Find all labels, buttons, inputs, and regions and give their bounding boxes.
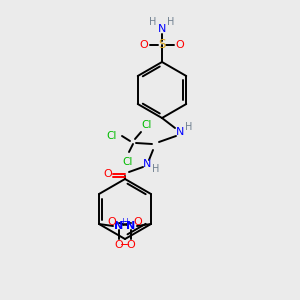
Text: N: N bbox=[158, 24, 166, 34]
Text: −: − bbox=[122, 240, 130, 250]
Text: O: O bbox=[176, 40, 184, 50]
Text: O: O bbox=[127, 240, 135, 250]
Text: O: O bbox=[134, 217, 142, 227]
Text: Cl: Cl bbox=[123, 157, 133, 167]
Text: O: O bbox=[108, 217, 116, 227]
Text: H: H bbox=[152, 164, 160, 174]
Text: N: N bbox=[114, 221, 124, 231]
Text: H: H bbox=[185, 122, 193, 132]
Text: O: O bbox=[103, 169, 112, 179]
Text: −: − bbox=[120, 240, 128, 250]
Text: +: + bbox=[119, 218, 126, 226]
Text: O: O bbox=[140, 40, 148, 50]
Text: H: H bbox=[167, 17, 175, 27]
Text: +: + bbox=[124, 218, 130, 226]
Text: N: N bbox=[143, 159, 151, 169]
Text: H: H bbox=[149, 17, 157, 27]
Text: N: N bbox=[126, 221, 136, 231]
Text: Cl: Cl bbox=[142, 120, 152, 130]
Text: Cl: Cl bbox=[107, 131, 117, 141]
Text: N: N bbox=[176, 127, 184, 137]
Text: O: O bbox=[115, 240, 123, 250]
Text: S: S bbox=[158, 38, 166, 52]
